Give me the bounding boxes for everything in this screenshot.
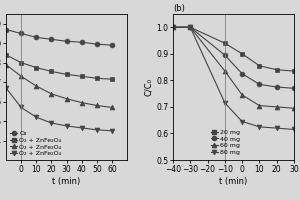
Text: (b): (b)	[173, 4, 185, 13]
X-axis label: t (min): t (min)	[219, 177, 247, 186]
Legend: O₂, O₂ + ZnFe₂O₄, O₂ + ZnFe₂O₄, O₂ + ZnFe₂O₄: O₂, O₂ + ZnFe₂O₄, O₂ + ZnFe₂O₄, O₂ + ZnF…	[9, 130, 62, 157]
Legend: 20 mg, 40 mg, 60 mg, 80 mg: 20 mg, 40 mg, 60 mg, 80 mg	[210, 129, 241, 155]
X-axis label: t (min): t (min)	[52, 177, 81, 186]
Y-axis label: C/C₀: C/C₀	[144, 78, 153, 96]
